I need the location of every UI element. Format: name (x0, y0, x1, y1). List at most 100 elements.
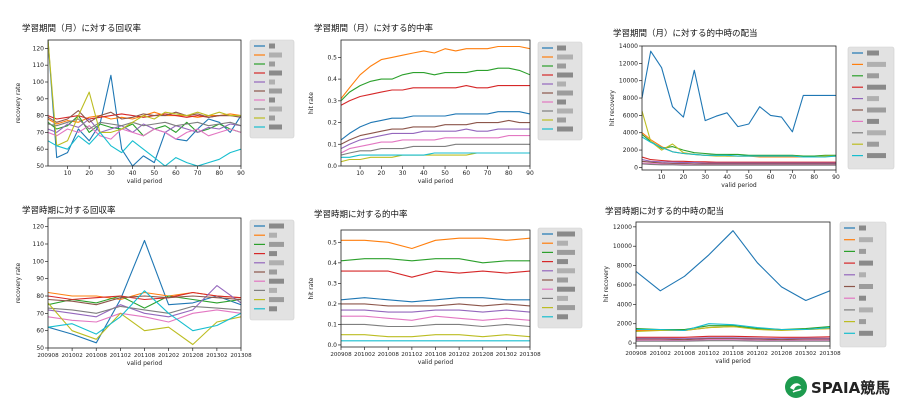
x-tick-label: 201108 (134, 353, 156, 359)
x-tick-label: 201308 (519, 352, 541, 358)
y-tick-label: 4000 (623, 130, 638, 137)
y-tick-label: 8000 (623, 95, 638, 102)
y-tick-label: 8000 (617, 263, 632, 270)
x-tick-label: 200908 (625, 351, 647, 357)
x-tick-label: 70 (484, 170, 492, 177)
y-tick-label: 90 (36, 96, 44, 103)
chart-6: 学習時期に対する的中時の配当 0 2000 4000 6000 8000 10000 1200… (603, 206, 887, 365)
y-tick-label: 6000 (617, 282, 632, 289)
x-tick-label: 201008 (86, 353, 108, 359)
y-tick-label: 14000 (619, 43, 638, 50)
legend-label-obscured (269, 223, 284, 229)
series-line-5 (48, 118, 241, 133)
x-tick-label: 201208 (771, 351, 793, 357)
x-tick-label: 90 (526, 170, 534, 177)
x-tick-label: 60 (462, 170, 470, 177)
plot-frame (635, 221, 831, 347)
legend-label-obscured (269, 232, 277, 238)
legend-label-obscured (269, 251, 277, 257)
legend-label-obscured (859, 295, 866, 301)
legend-label-obscured (557, 231, 575, 237)
plot-frame (641, 45, 837, 171)
y-tick-label: 70 (36, 310, 44, 317)
x-axis-label: valid period (127, 360, 163, 367)
chart-title: 学習期間（月）に対する的中時の配当 (613, 28, 758, 39)
y-tick-label: 70 (36, 129, 44, 136)
legend-label-obscured (269, 70, 282, 76)
x-axis-label: valid period (715, 358, 751, 365)
x-tick-label: 50 (745, 174, 753, 181)
series-line-6 (642, 160, 836, 165)
x-tick-label: 40 (129, 170, 137, 177)
series-line-9 (341, 152, 530, 163)
legend-label-obscured (867, 141, 879, 147)
chart-title: 学習時期に対する的中時の配当 (605, 206, 724, 217)
chart-title: 学習期間（月）に対する的中率 (314, 23, 434, 34)
legend-label-obscured (557, 305, 575, 311)
x-tick-label: 201202 (747, 351, 768, 357)
y-tick-label: 50 (36, 345, 44, 352)
legend-label-obscured (867, 107, 886, 113)
legend-label-obscured (557, 249, 575, 255)
x-tick-label: 20 (680, 174, 688, 181)
series-line-7 (341, 315, 530, 321)
series-line-4 (341, 270, 530, 278)
legend-label-obscured (867, 73, 879, 79)
legend-label-obscured (557, 63, 566, 69)
series-line-10 (48, 290, 241, 335)
series-line-8 (48, 118, 241, 130)
y-tick-label: 0.0 (327, 342, 337, 349)
y-tick-label: 100 (33, 79, 45, 86)
series-line-7 (636, 339, 830, 342)
series-line-5 (341, 309, 530, 313)
series-line-1 (636, 230, 830, 302)
legend-label-obscured (269, 260, 284, 266)
y-tick-label: 2000 (617, 321, 632, 328)
legend-label-obscured (859, 307, 873, 313)
x-tick-label: 201002 (650, 351, 671, 357)
y-tick-label: 0.4 (327, 76, 337, 83)
y-axis-label: hit rate (308, 277, 315, 299)
legend-label-obscured (557, 90, 573, 96)
series-line-1 (48, 40, 241, 166)
plot-frame (340, 229, 531, 348)
x-tick-label: 201302 (795, 351, 816, 357)
legend-label-obscured (557, 81, 566, 87)
x-tick-label: 30 (399, 170, 407, 177)
series-group (642, 50, 836, 166)
y-tick-label: 50 (36, 163, 44, 170)
x-tick-label: 201008 (378, 352, 400, 358)
series-line-10 (636, 323, 830, 332)
legend-label-obscured (557, 240, 568, 246)
x-tick-label: 201102 (698, 351, 719, 357)
series-line-3 (341, 67, 530, 102)
legend-label-obscured (867, 130, 886, 136)
series-line-6 (341, 303, 530, 307)
x-tick-label: 201002 (354, 352, 375, 358)
y-tick-label: 0.0 (327, 163, 337, 170)
y-tick-label: 100 (33, 258, 45, 265)
chart-3: 学習期間（月）に対する的中時の配当 0 2000 4000 6000 8000 10000 1… (609, 28, 895, 189)
x-tick-label: 80 (505, 170, 513, 177)
series-line-4 (48, 291, 241, 301)
series-line-7 (48, 125, 241, 140)
series-line-2 (341, 45, 530, 100)
x-tick-label: 40 (723, 174, 731, 181)
series-group (48, 239, 241, 346)
series-line-4 (642, 156, 836, 163)
series-line-1 (341, 111, 530, 141)
legend-label-obscured (859, 248, 866, 254)
legend-label-obscured (859, 260, 873, 266)
y-tick-label: 0.1 (327, 141, 337, 148)
y-axis-label: hit rate (308, 92, 315, 114)
x-tick-label: 10 (64, 170, 72, 177)
y-tick-label: 0.3 (327, 280, 337, 287)
legend-label-obscured (859, 330, 873, 336)
y-tick-label: 80 (36, 113, 44, 120)
series-line-9 (341, 334, 530, 338)
series-line-8 (642, 163, 836, 166)
chart-2: 学習期間（月）に対する的中率 0.0 0.1 0.2 0.3 0.4 0.5 10 20 30 40… (308, 23, 583, 185)
y-tick-label: 80 (36, 293, 44, 300)
x-tick-label: 90 (832, 174, 840, 181)
series-line-6 (341, 119, 530, 145)
